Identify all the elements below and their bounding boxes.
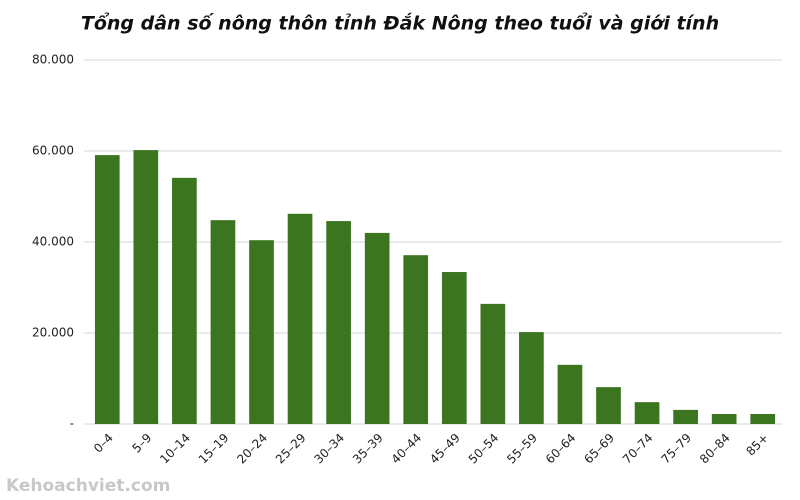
- bar: [557, 364, 583, 424]
- y-tick-label: 20.000: [32, 326, 74, 340]
- bar: [596, 387, 621, 424]
- bar: [711, 413, 737, 424]
- y-tick-label: 40.000: [32, 235, 74, 249]
- x-tick-label: 65–69: [581, 431, 617, 467]
- bar: [441, 272, 467, 424]
- bar: [133, 150, 159, 424]
- bar: [287, 213, 313, 424]
- bar: [326, 221, 351, 424]
- x-tick-label: 5–9: [129, 431, 154, 456]
- x-tick-label: 75–79: [658, 431, 694, 467]
- x-tick-label: 35–39: [350, 431, 386, 467]
- x-tick-label: 40–44: [389, 431, 425, 467]
- x-tick-label: 85+: [744, 431, 772, 459]
- bar: [364, 232, 390, 424]
- bar: [673, 409, 698, 424]
- x-tick-label: 0–4: [91, 431, 116, 456]
- x-tick-label: 25–29: [273, 431, 309, 467]
- bar: [94, 155, 120, 424]
- bar: [249, 240, 274, 424]
- x-tick-label: 20–24: [234, 431, 270, 467]
- bar: [519, 332, 544, 424]
- y-tick-label: 60.000: [32, 144, 74, 158]
- watermark: Kehoachviet.com: [6, 476, 170, 496]
- bar: [750, 413, 776, 424]
- x-tick-label: 30–34: [311, 431, 347, 467]
- chart-title: Tổng dân số nông thôn tỉnh Đắk Nông theo…: [81, 12, 719, 35]
- x-tick-label: 80–84: [697, 431, 733, 467]
- x-tick-label: 50–54: [466, 431, 502, 467]
- bar: [403, 255, 429, 424]
- bar: [480, 303, 506, 424]
- y-tick-label: 80.000: [32, 53, 74, 67]
- bar: [634, 402, 660, 424]
- x-tick-label: 10–14: [157, 431, 193, 467]
- x-tick-label: 45–49: [427, 431, 463, 467]
- x-tick-label: 55–59: [504, 431, 540, 467]
- y-tick-label: -: [70, 417, 74, 431]
- x-tick-label: 60–64: [543, 431, 579, 467]
- x-tick-label: 70–74: [620, 431, 656, 467]
- bar: [172, 177, 197, 424]
- bar: [210, 220, 236, 424]
- x-tick-label: 15–19: [196, 431, 232, 467]
